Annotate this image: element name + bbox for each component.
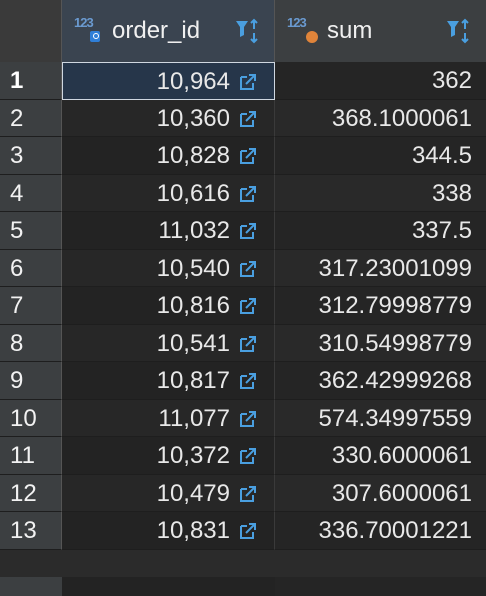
sum-cell[interactable]: 337.5 [275,212,486,250]
row-number[interactable]: 11 [0,437,62,475]
sum-cell[interactable]: 336.70001221 [275,512,486,550]
row-number[interactable]: 12 [0,474,62,512]
column-header-order-id[interactable]: 123 order_id [62,0,275,62]
open-link-icon[interactable] [238,221,258,241]
column-label: sum [327,17,373,44]
order-id-cell[interactable]: 10,360 [62,99,275,137]
open-link-icon[interactable] [238,72,258,92]
row-number[interactable]: 2 [0,99,62,137]
sum-cell[interactable]: 307.6000061 [275,474,486,512]
column-header-sum[interactable]: 123 sum [275,0,486,62]
filter-sort-icon[interactable] [446,18,472,44]
cell-value: 10,372 [156,442,230,469]
grid-header: 123 order_id 123 sum [0,0,486,63]
cell-value: 10,817 [156,367,230,394]
table-row[interactable]: 13 10,831 336.70001221 [0,512,486,550]
row-number[interactable]: 3 [0,137,62,175]
order-id-cell[interactable]: 10,831 [62,512,275,550]
open-link-icon[interactable] [238,109,258,129]
order-id-cell[interactable]: 10,479 [62,474,275,512]
key-icon [90,31,100,42]
open-link-icon[interactable] [238,484,258,504]
row-number[interactable]: 4 [0,174,62,212]
filter-sort-icon[interactable] [235,18,261,44]
cell-value: 11,077 [158,404,230,432]
cell-value: 10,479 [156,479,230,507]
sum-cell[interactable]: 338 [275,174,486,212]
open-link-icon[interactable] [238,259,258,279]
table-row[interactable]: 11 10,372 330.6000061 [0,437,486,475]
sum-cell[interactable]: 344.5 [275,137,486,175]
row-number[interactable]: 5 [0,212,62,250]
sum-cell[interactable]: 574.34997559 [275,399,486,437]
open-link-icon[interactable] [238,446,258,466]
sum-cell[interactable]: 362.42999268 [275,362,486,400]
dot-icon [306,31,318,43]
table-row[interactable]: 6 10,540 317.23001099 [0,249,486,287]
sum-cell[interactable]: 312.79998779 [275,287,486,325]
sum-cell[interactable]: 317.23001099 [275,249,486,287]
order-id-cell[interactable]: 10,816 [62,287,275,325]
cell-value: 10,831 [156,517,230,544]
sum-cell[interactable]: 310.54998779 [275,324,486,362]
cell-value: 11,032 [158,217,230,244]
table-row[interactable]: 2 10,360 368.1000061 [0,99,486,137]
cell-value: 10,360 [156,104,230,132]
open-link-icon[interactable] [238,371,258,391]
empty-row [0,577,486,596]
row-number[interactable]: 6 [0,249,62,287]
column-label: order_id [112,17,201,44]
table-row[interactable]: 4 10,616 338 [0,174,486,212]
order-id-cell[interactable]: 11,077 [62,399,275,437]
order-id-cell[interactable]: 10,372 [62,437,275,475]
table-row[interactable]: 5 11,032 337.5 [0,212,486,250]
row-number[interactable]: 10 [0,399,62,437]
sum-cell[interactable]: 368.1000061 [275,99,486,137]
table-row[interactable]: 8 10,541 310.54998779 [0,324,486,362]
cell-value: 10,816 [156,292,230,319]
table-row[interactable]: 7 10,816 312.79998779 [0,287,486,325]
order-id-cell[interactable]: 10,541 [62,324,275,362]
sum-cell[interactable]: 362 [275,62,486,100]
row-number[interactable]: 7 [0,287,62,325]
cell-value: 10,616 [156,179,230,207]
order-id-cell[interactable]: 11,032 [62,212,275,250]
numeric-type-icon: 123 [287,15,307,30]
row-number-header[interactable] [0,0,62,62]
open-link-icon[interactable] [238,146,258,166]
order-id-cell[interactable]: 10,828 [62,137,275,175]
row-number[interactable]: 1 [0,62,62,100]
row-number [0,577,63,596]
row-number[interactable]: 8 [0,324,62,362]
table-row[interactable]: 12 10,479 307.6000061 [0,474,486,512]
row-number[interactable]: 13 [0,512,62,550]
open-link-icon[interactable] [238,334,258,354]
row-number[interactable]: 9 [0,362,62,400]
table-row[interactable]: 9 10,817 362.42999268 [0,362,486,400]
open-link-icon[interactable] [238,296,258,316]
numeric-type-icon: 123 [74,15,94,30]
cell-value: 10,541 [156,329,230,357]
order-id-cell[interactable]: 10,964 [62,62,275,100]
cell-value: 10,540 [156,254,230,282]
open-link-icon[interactable] [238,409,258,429]
order-id-cell [62,577,276,596]
sum-cell [275,577,486,596]
table-row[interactable]: 1 10,964 362 [0,62,486,100]
grid-body: 1 10,964 362 2 10,360 368.1000061 3 10,8… [0,62,486,550]
order-id-cell[interactable]: 10,817 [62,362,275,400]
cell-value: 10,828 [156,142,230,169]
table-row[interactable]: 3 10,828 344.5 [0,137,486,175]
open-link-icon[interactable] [238,521,258,541]
cell-value: 10,964 [156,68,230,95]
order-id-cell[interactable]: 10,616 [62,174,275,212]
table-row[interactable]: 10 11,077 574.34997559 [0,399,486,437]
order-id-cell[interactable]: 10,540 [62,249,275,287]
open-link-icon[interactable] [238,184,258,204]
sum-cell[interactable]: 330.6000061 [275,437,486,475]
